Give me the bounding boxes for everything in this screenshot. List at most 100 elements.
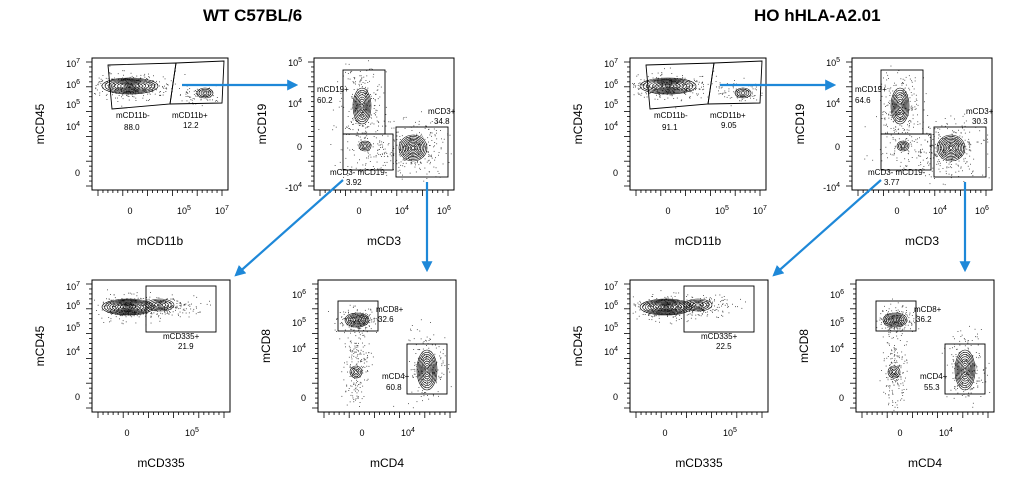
x-tick-label: 104 xyxy=(939,427,953,438)
x-tick-label: 0 xyxy=(359,428,364,438)
y-tick-label: 0 xyxy=(75,392,80,402)
x-tick-label: 105 xyxy=(715,205,729,216)
gate xyxy=(406,343,448,395)
y-tick-label: 104 xyxy=(288,98,302,109)
gate xyxy=(145,285,217,333)
y-tick-label: -104 xyxy=(823,182,840,193)
y-tick-label: 0 xyxy=(839,393,844,403)
y-tick-label: 105 xyxy=(604,99,618,110)
y-tick-label: 0 xyxy=(75,168,80,178)
y-tick-label: 104 xyxy=(826,98,840,109)
y-tick-label: 106 xyxy=(66,300,80,311)
x-tick-label: 105 xyxy=(177,205,191,216)
y-tick-label: 0 xyxy=(297,142,302,152)
y-tick-label: 0 xyxy=(835,142,840,152)
x-tick-label: 105 xyxy=(185,427,199,438)
y-tick-label: 105 xyxy=(830,317,844,328)
gate xyxy=(707,60,763,105)
x-tick-label: 107 xyxy=(215,205,229,216)
y-tick-label: 107 xyxy=(604,58,618,69)
gate-percent: 60.8 xyxy=(386,383,402,392)
y-tick-label: 104 xyxy=(292,343,306,354)
x-axis-label: mCD335 xyxy=(137,456,185,470)
y-tick-label: 105 xyxy=(66,322,80,333)
x-tick-label: 105 xyxy=(723,427,737,438)
x-tick-label: 0 xyxy=(662,428,667,438)
gate-name: mCD11b- xyxy=(116,111,150,120)
y-tick-label: 106 xyxy=(604,79,618,90)
x-tick-label: 0 xyxy=(356,206,361,216)
gate-name: mCD11b+ xyxy=(710,111,746,120)
y-axis-label: mCD8 xyxy=(797,329,811,363)
y-tick-label: 106 xyxy=(604,300,618,311)
plot-frame xyxy=(851,57,993,191)
gate-name: mCD8+ xyxy=(914,305,942,314)
gate-name: mCD335+ xyxy=(701,332,738,341)
gate-name: mCD3- mCD19- xyxy=(868,168,926,177)
gate xyxy=(337,300,379,332)
gate xyxy=(342,133,394,171)
gate-percent: 55.3 xyxy=(924,383,940,392)
panel-4: mCD8+32.6 mCD4+ 60.8 0 104 106 105 104 0 mCD4 mCD8 xyxy=(259,279,457,470)
gate-percent: 60.2 xyxy=(317,96,333,105)
gate-percent: 36.2 xyxy=(916,315,932,324)
panel-1: mCD11b- 88.0 mCD11b+12.2 0 105 107 107 106 105 10… xyxy=(33,57,229,248)
gate xyxy=(645,62,715,110)
gate-name: mCD3+ xyxy=(428,107,456,116)
gate xyxy=(342,69,386,135)
panel-7: mCD335+22.5 0 105 107 106 105 104 0 mCD335 mCD45 xyxy=(571,279,769,470)
x-tick-label: 106 xyxy=(975,205,989,216)
x-axis-label: mCD11b xyxy=(675,234,722,248)
gate-percent: 21.9 xyxy=(178,342,194,351)
y-tick-label: 0 xyxy=(613,168,618,178)
x-axis-label: mCD3 xyxy=(367,234,401,248)
x-tick-label: 0 xyxy=(897,428,902,438)
gating-arrow xyxy=(234,179,344,277)
y-tick-label: 104 xyxy=(830,343,844,354)
x-axis-label: mCD335 xyxy=(675,456,723,470)
plot-frame xyxy=(91,279,231,413)
gate-percent: 91.1 xyxy=(662,123,678,132)
plot-frame xyxy=(313,57,455,191)
gate-name: mCD4+ xyxy=(920,372,948,381)
x-tick-label: 0 xyxy=(665,206,670,216)
gate-name: mCD11b+ xyxy=(172,111,208,120)
y-tick-label: 105 xyxy=(66,99,80,110)
gate-percent: 34.8 xyxy=(434,117,450,126)
gate-percent: 3.77 xyxy=(884,178,900,187)
y-tick-label: 105 xyxy=(604,322,618,333)
gate xyxy=(683,285,755,333)
panel-6: mCD19+ 64.6 mCD3+30.3 mCD3- mCD19-3.77 0 104 1… xyxy=(793,57,994,248)
gate-name: mCD3- mCD19- xyxy=(330,168,388,177)
x-tick-label: 104 xyxy=(401,427,415,438)
gate-percent: 9.05 xyxy=(721,121,737,130)
title-ho: HO hHLA-A2.01 xyxy=(754,6,881,25)
gate-percent: 32.6 xyxy=(378,315,394,324)
x-tick-label: 0 xyxy=(124,428,129,438)
title-wt: WT C57BL/6 xyxy=(203,6,303,25)
plot-frame xyxy=(317,279,457,413)
gate-name: mCD335+ xyxy=(163,332,200,341)
gate-name: mCD8+ xyxy=(376,305,404,314)
panel-2: mCD19+ 60.2 mCD3+34.8 mCD3- mCD19-3.92 0 104 1… xyxy=(255,57,456,248)
y-axis-label: mCD45 xyxy=(33,325,47,366)
y-tick-label: 104 xyxy=(66,121,80,132)
y-axis-label: mCD45 xyxy=(571,325,585,366)
y-axis-label: mCD8 xyxy=(259,329,273,363)
gate-name: mCD4+ xyxy=(382,372,410,381)
y-tick-label: 107 xyxy=(604,281,618,292)
gate xyxy=(875,300,917,332)
gate-percent: 64.6 xyxy=(855,96,871,105)
y-axis-label: mCD19 xyxy=(793,103,807,144)
gate xyxy=(395,126,449,178)
y-axis-label: mCD19 xyxy=(255,103,269,144)
gate-name: mCD11b- xyxy=(654,111,688,120)
y-tick-label: 104 xyxy=(604,346,618,357)
gate xyxy=(944,343,986,395)
y-tick-label: 105 xyxy=(288,57,302,68)
gate xyxy=(880,69,924,135)
x-tick-label: 104 xyxy=(933,205,947,216)
panel-5: mCD11b- 91.1 mCD11b+9.05 0 105 107 107 106 105 10… xyxy=(571,57,767,248)
plot-frame xyxy=(629,57,767,191)
